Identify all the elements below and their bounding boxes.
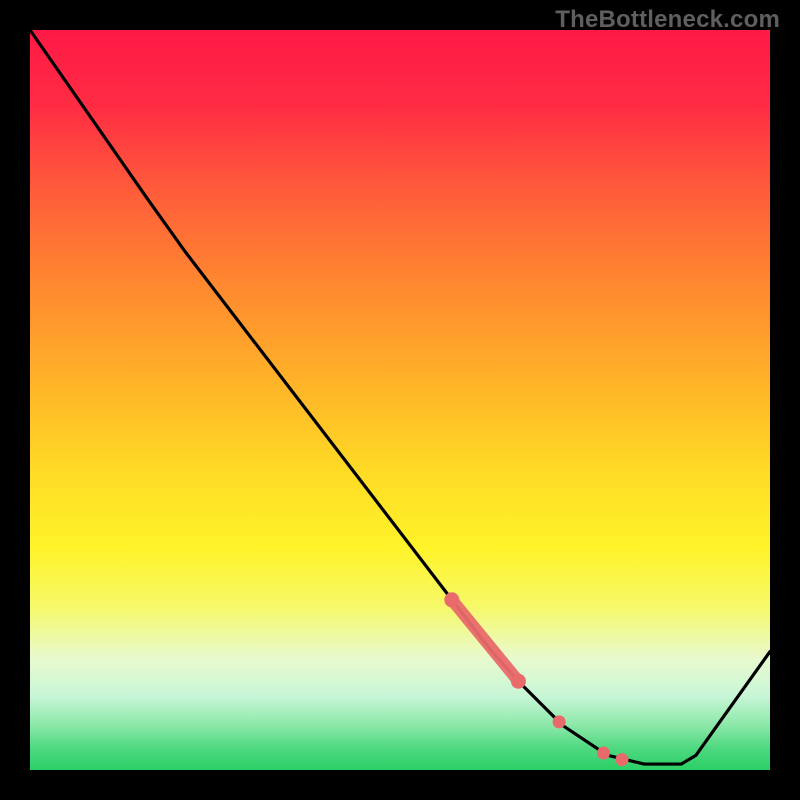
highlight-endcap [511, 674, 526, 689]
plot-background [30, 30, 770, 770]
plot-svg [30, 30, 770, 770]
highlight-dot [597, 746, 610, 759]
highlight-dot [616, 753, 629, 766]
highlight-dot [553, 715, 566, 728]
chart-container: TheBottleneck.com [0, 0, 800, 800]
highlight-endcap [444, 592, 459, 607]
